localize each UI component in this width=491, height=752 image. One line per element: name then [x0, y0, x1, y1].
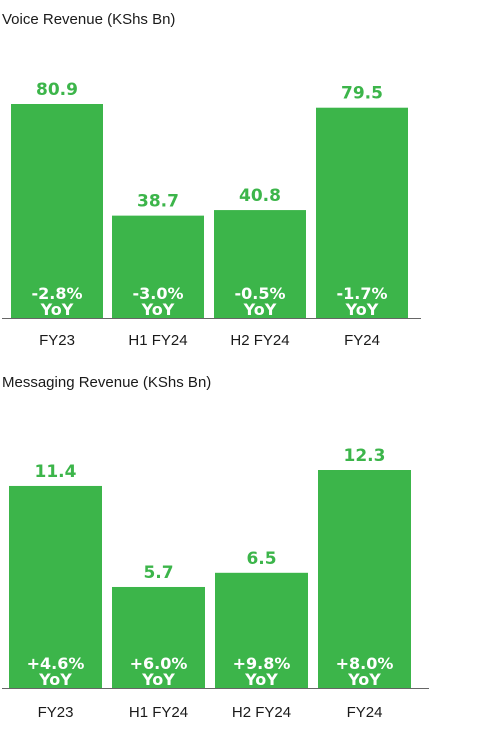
- messaging-yoy-change-label: +4.6%: [27, 654, 85, 673]
- voice-value-label: 38.7: [137, 192, 179, 212]
- messaging-yoy-suffix-label: YoY: [38, 670, 72, 689]
- messaging-yoy-suffix-label: YoY: [244, 670, 278, 689]
- messaging-bar-h2-fy24: [215, 572, 308, 688]
- voice-yoy-change-label: -0.5%: [234, 284, 285, 303]
- messaging-category-label: H1 FY24: [129, 704, 188, 721]
- voice-category-label: H2 FY24: [230, 332, 289, 349]
- voice-value-label: 79.5: [341, 84, 383, 104]
- voice-yoy-suffix-label: YoY: [345, 300, 379, 319]
- voice-bar-h2-fy24: [214, 210, 306, 318]
- voice-bar-h1-fy24: [112, 215, 204, 318]
- messaging-bar-fy24: [318, 470, 411, 688]
- voice-value-label: 80.9: [36, 80, 78, 100]
- messaging-value-label: 6.5: [246, 549, 276, 569]
- messaging-yoy-suffix-label: YoY: [347, 670, 381, 689]
- messaging-yoy-change-label: +8.0%: [336, 654, 394, 673]
- messaging-category-label: H2 FY24: [232, 704, 291, 721]
- messaging-yoy-change-label: +6.0%: [130, 654, 188, 673]
- messaging-value-label: 5.7: [143, 563, 173, 583]
- voice-bar-fy24: [316, 107, 408, 318]
- messaging-value-label: 12.3: [344, 446, 386, 466]
- messaging-yoy-suffix-label: YoY: [141, 670, 175, 689]
- voice-yoy-change-label: -2.8%: [31, 284, 82, 303]
- voice-yoy-change-label: -1.7%: [336, 284, 387, 303]
- voice-yoy-suffix-label: YoY: [141, 300, 175, 319]
- messaging-yoy-change-label: +9.8%: [233, 654, 291, 673]
- voice-category-label: H1 FY24: [128, 332, 187, 349]
- voice-yoy-change-label: -3.0%: [132, 284, 183, 303]
- messaging-bar-h1-fy24: [112, 586, 205, 688]
- messaging-value-label: 11.4: [35, 462, 77, 482]
- voice-value-label: 40.8: [239, 186, 281, 206]
- voice-yoy-suffix-label: YoY: [243, 300, 277, 319]
- messaging-category-label: FY23: [38, 704, 74, 721]
- voice-category-label: FY23: [39, 332, 75, 349]
- voice-category-label: FY24: [344, 332, 380, 349]
- messaging-bar-fy23: [9, 485, 102, 688]
- messaging-chart-title: Messaging Revenue (KShs Bn): [2, 374, 212, 391]
- voice-yoy-suffix-label: YoY: [40, 300, 74, 319]
- voice-chart-title: Voice Revenue (KShs Bn): [2, 11, 176, 28]
- messaging-category-label: FY24: [347, 704, 383, 721]
- voice-bar-fy23: [11, 104, 103, 318]
